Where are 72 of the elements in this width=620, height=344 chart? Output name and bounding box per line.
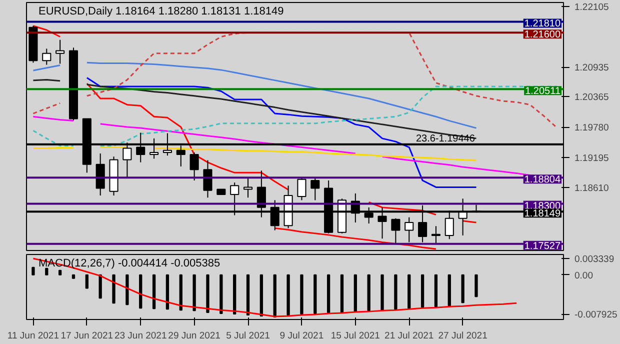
bar [300, 274, 304, 315]
bar [448, 274, 451, 306]
bar [340, 274, 344, 314]
x-tick-label: 11 Jun 2021 [7, 330, 60, 342]
bar [286, 274, 290, 316]
line-series [274, 227, 437, 250]
y-tick-label: 1.20365 [574, 92, 609, 104]
bar [367, 274, 370, 312]
bar [32, 266, 35, 276]
line-series [32, 258, 518, 318]
line-series [86, 76, 477, 188]
y-tick-label: 1.20935 [574, 62, 609, 74]
x-tick-label: 5 Jul 2021 [226, 330, 270, 342]
ref-line-label: 1.18149 [524, 208, 561, 220]
bar [58, 270, 62, 276]
annotation: 23.6-1.19446 [416, 133, 476, 144]
candlestick [243, 176, 253, 198]
y-tick-label: 1.19195 [574, 152, 609, 164]
bar [461, 274, 464, 304]
bar [246, 274, 250, 316]
y-tick-label: 1.22105 [574, 2, 609, 13]
ref-line-label: 1.17527 [524, 240, 561, 252]
bar [408, 274, 411, 309]
bar [380, 274, 384, 311]
candlestick [404, 216, 414, 243]
x-tick-label: 17 Jun 2021 [60, 330, 114, 342]
bar [126, 274, 129, 306]
ref-line-label: 1.21810 [524, 18, 561, 30]
x-tick-label: 15 Jul 2021 [330, 330, 380, 342]
chart-title: EURUSD,Daily 1.18164 1.18280 1.18131 1.18149 [38, 6, 284, 18]
bar [354, 274, 357, 312]
bar [192, 274, 196, 312]
x-tick-label: 23 Jun 2021 [114, 330, 167, 342]
ref-line-label: 1.18804 [524, 174, 561, 186]
bar [233, 274, 236, 315]
bar [152, 274, 156, 310]
bar [326, 274, 330, 314]
bar [139, 274, 142, 309]
candlestick [391, 218, 400, 244]
bar [474, 274, 478, 298]
candlestick [56, 39, 65, 64]
bar [206, 274, 210, 314]
candlestick [431, 226, 440, 244]
bar [420, 274, 424, 308]
x-tick-label: 27 Jul 2021 [438, 330, 488, 342]
ref-line-label: 1.21600 [524, 30, 561, 41]
bar [45, 268, 48, 276]
candlestick [96, 152, 105, 196]
bar [166, 274, 170, 310]
bar [72, 274, 76, 279]
y-tick-label: 0.003339 [574, 254, 614, 265]
bar [260, 274, 264, 317]
ref-line-label: 1.20511 [525, 86, 561, 98]
bar [434, 274, 438, 308]
y-tick-label: 1.18610 [574, 183, 609, 194]
bar [394, 274, 398, 310]
candlestick [42, 48, 52, 66]
bar [314, 274, 317, 314]
bar [220, 274, 223, 314]
bar [112, 274, 116, 304]
candlestick [190, 152, 199, 181]
bar [85, 274, 88, 289]
y-tick-label: 0.00 [574, 270, 593, 282]
candlestick [203, 160, 212, 198]
x-tick-label: 29 Jun 2021 [168, 330, 220, 342]
bar [179, 274, 182, 311]
y-tick-label: 1.19780 [574, 122, 609, 134]
candlestick [297, 178, 306, 201]
y-tick-label: -0.007925 [574, 310, 618, 321]
x-tick-label: 21 Jul 2021 [384, 330, 434, 342]
x-tick-label: 9 Jul 2021 [280, 330, 324, 342]
candlestick [310, 178, 320, 201]
